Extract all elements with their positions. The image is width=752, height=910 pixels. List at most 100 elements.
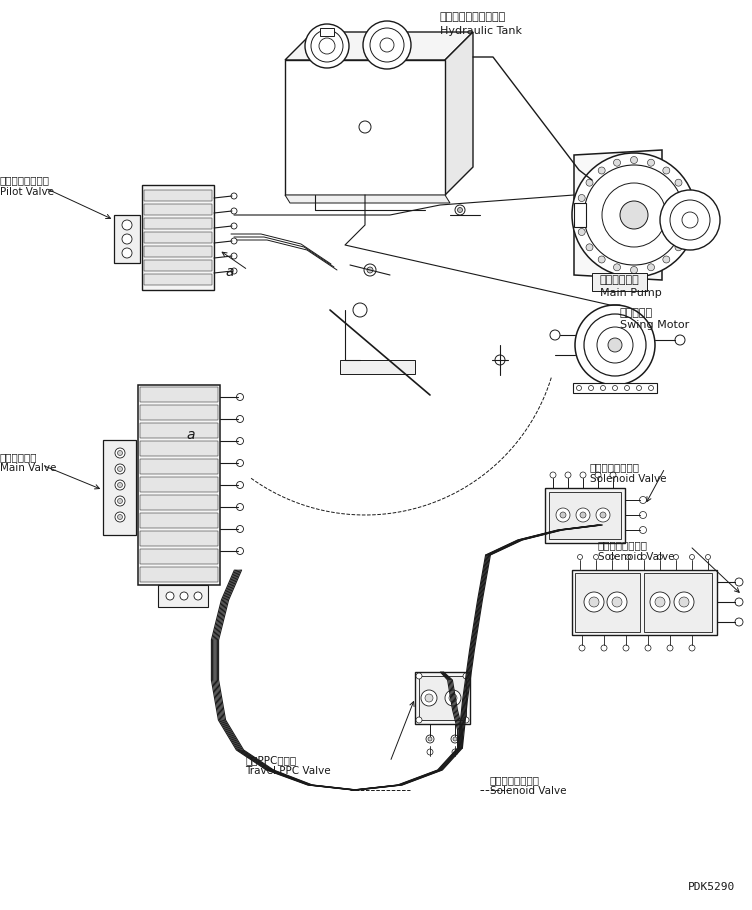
- Circle shape: [115, 512, 125, 522]
- Bar: [144, 246, 212, 257]
- Circle shape: [578, 228, 585, 236]
- Text: パイロットバルブ: パイロットバルブ: [0, 175, 50, 185]
- Circle shape: [364, 264, 376, 276]
- Circle shape: [311, 30, 343, 62]
- Circle shape: [421, 690, 437, 706]
- Circle shape: [236, 393, 244, 400]
- Circle shape: [427, 749, 433, 755]
- Circle shape: [305, 24, 349, 68]
- Bar: [140, 477, 218, 492]
- Circle shape: [231, 253, 237, 259]
- Circle shape: [647, 264, 654, 271]
- Circle shape: [416, 717, 422, 723]
- Circle shape: [674, 554, 678, 560]
- Circle shape: [236, 548, 244, 554]
- Circle shape: [679, 597, 689, 607]
- Bar: [419, 676, 466, 720]
- Circle shape: [353, 303, 367, 317]
- Bar: [592, 273, 647, 291]
- Circle shape: [117, 514, 123, 520]
- Polygon shape: [285, 195, 450, 203]
- Circle shape: [670, 200, 710, 240]
- Circle shape: [657, 554, 663, 560]
- Circle shape: [735, 598, 743, 606]
- Circle shape: [445, 690, 461, 706]
- Bar: [140, 567, 218, 582]
- Circle shape: [689, 645, 695, 651]
- Circle shape: [623, 645, 629, 651]
- Circle shape: [556, 508, 570, 522]
- Circle shape: [705, 554, 711, 560]
- Text: Main Pump: Main Pump: [600, 288, 662, 298]
- Circle shape: [586, 244, 593, 251]
- Circle shape: [650, 592, 670, 612]
- Circle shape: [641, 554, 647, 560]
- Circle shape: [231, 223, 237, 229]
- Circle shape: [593, 554, 599, 560]
- Bar: [144, 260, 212, 271]
- Circle shape: [624, 386, 629, 390]
- Bar: [320, 28, 334, 36]
- Circle shape: [580, 472, 586, 478]
- Circle shape: [620, 201, 648, 229]
- Circle shape: [370, 28, 404, 62]
- Text: Solenoid Valve: Solenoid Valve: [590, 474, 666, 484]
- Circle shape: [598, 256, 605, 263]
- Circle shape: [236, 460, 244, 467]
- Circle shape: [231, 193, 237, 199]
- Circle shape: [463, 673, 469, 679]
- Circle shape: [663, 167, 670, 174]
- Circle shape: [639, 511, 647, 519]
- Circle shape: [453, 737, 457, 741]
- Circle shape: [359, 121, 371, 133]
- Circle shape: [236, 481, 244, 489]
- Bar: [140, 495, 218, 510]
- Text: メインバルブ: メインバルブ: [0, 452, 38, 462]
- Bar: [140, 405, 218, 420]
- Circle shape: [674, 592, 694, 612]
- Circle shape: [115, 448, 125, 458]
- Circle shape: [180, 592, 188, 600]
- Circle shape: [550, 472, 556, 478]
- Circle shape: [648, 386, 653, 390]
- Circle shape: [231, 208, 237, 214]
- Text: Solenoid Valve: Solenoid Valve: [490, 786, 566, 796]
- Bar: [140, 423, 218, 438]
- Circle shape: [660, 190, 720, 250]
- Bar: [142, 185, 214, 290]
- Circle shape: [575, 211, 583, 218]
- Text: ソレノイドバルブ: ソレノイドバルブ: [490, 775, 540, 785]
- Bar: [140, 513, 218, 528]
- Circle shape: [577, 386, 581, 390]
- Circle shape: [675, 335, 685, 345]
- Circle shape: [630, 267, 638, 274]
- Text: ソレノイドバルブ: ソレノイドバルブ: [590, 462, 640, 472]
- Text: a: a: [225, 265, 234, 279]
- Circle shape: [426, 735, 434, 743]
- Circle shape: [610, 472, 616, 478]
- Circle shape: [675, 244, 682, 251]
- Bar: [575, 573, 640, 632]
- Bar: [340, 360, 415, 374]
- Circle shape: [630, 157, 638, 164]
- Circle shape: [363, 21, 411, 69]
- Circle shape: [663, 256, 670, 263]
- Circle shape: [576, 508, 590, 522]
- Circle shape: [584, 314, 646, 376]
- Text: メインポンプ: メインポンプ: [600, 275, 640, 285]
- Text: Travel PPC Valve: Travel PPC Valve: [245, 766, 331, 776]
- Circle shape: [416, 673, 422, 679]
- Bar: [545, 488, 625, 543]
- Circle shape: [667, 645, 673, 651]
- Circle shape: [601, 645, 607, 651]
- Circle shape: [117, 482, 123, 488]
- Polygon shape: [445, 32, 473, 195]
- Circle shape: [166, 592, 174, 600]
- Circle shape: [639, 497, 647, 503]
- Circle shape: [686, 211, 693, 218]
- Circle shape: [425, 694, 433, 702]
- Circle shape: [578, 195, 585, 201]
- Text: Swing Motor: Swing Motor: [620, 320, 690, 330]
- Circle shape: [600, 512, 606, 518]
- Circle shape: [578, 554, 583, 560]
